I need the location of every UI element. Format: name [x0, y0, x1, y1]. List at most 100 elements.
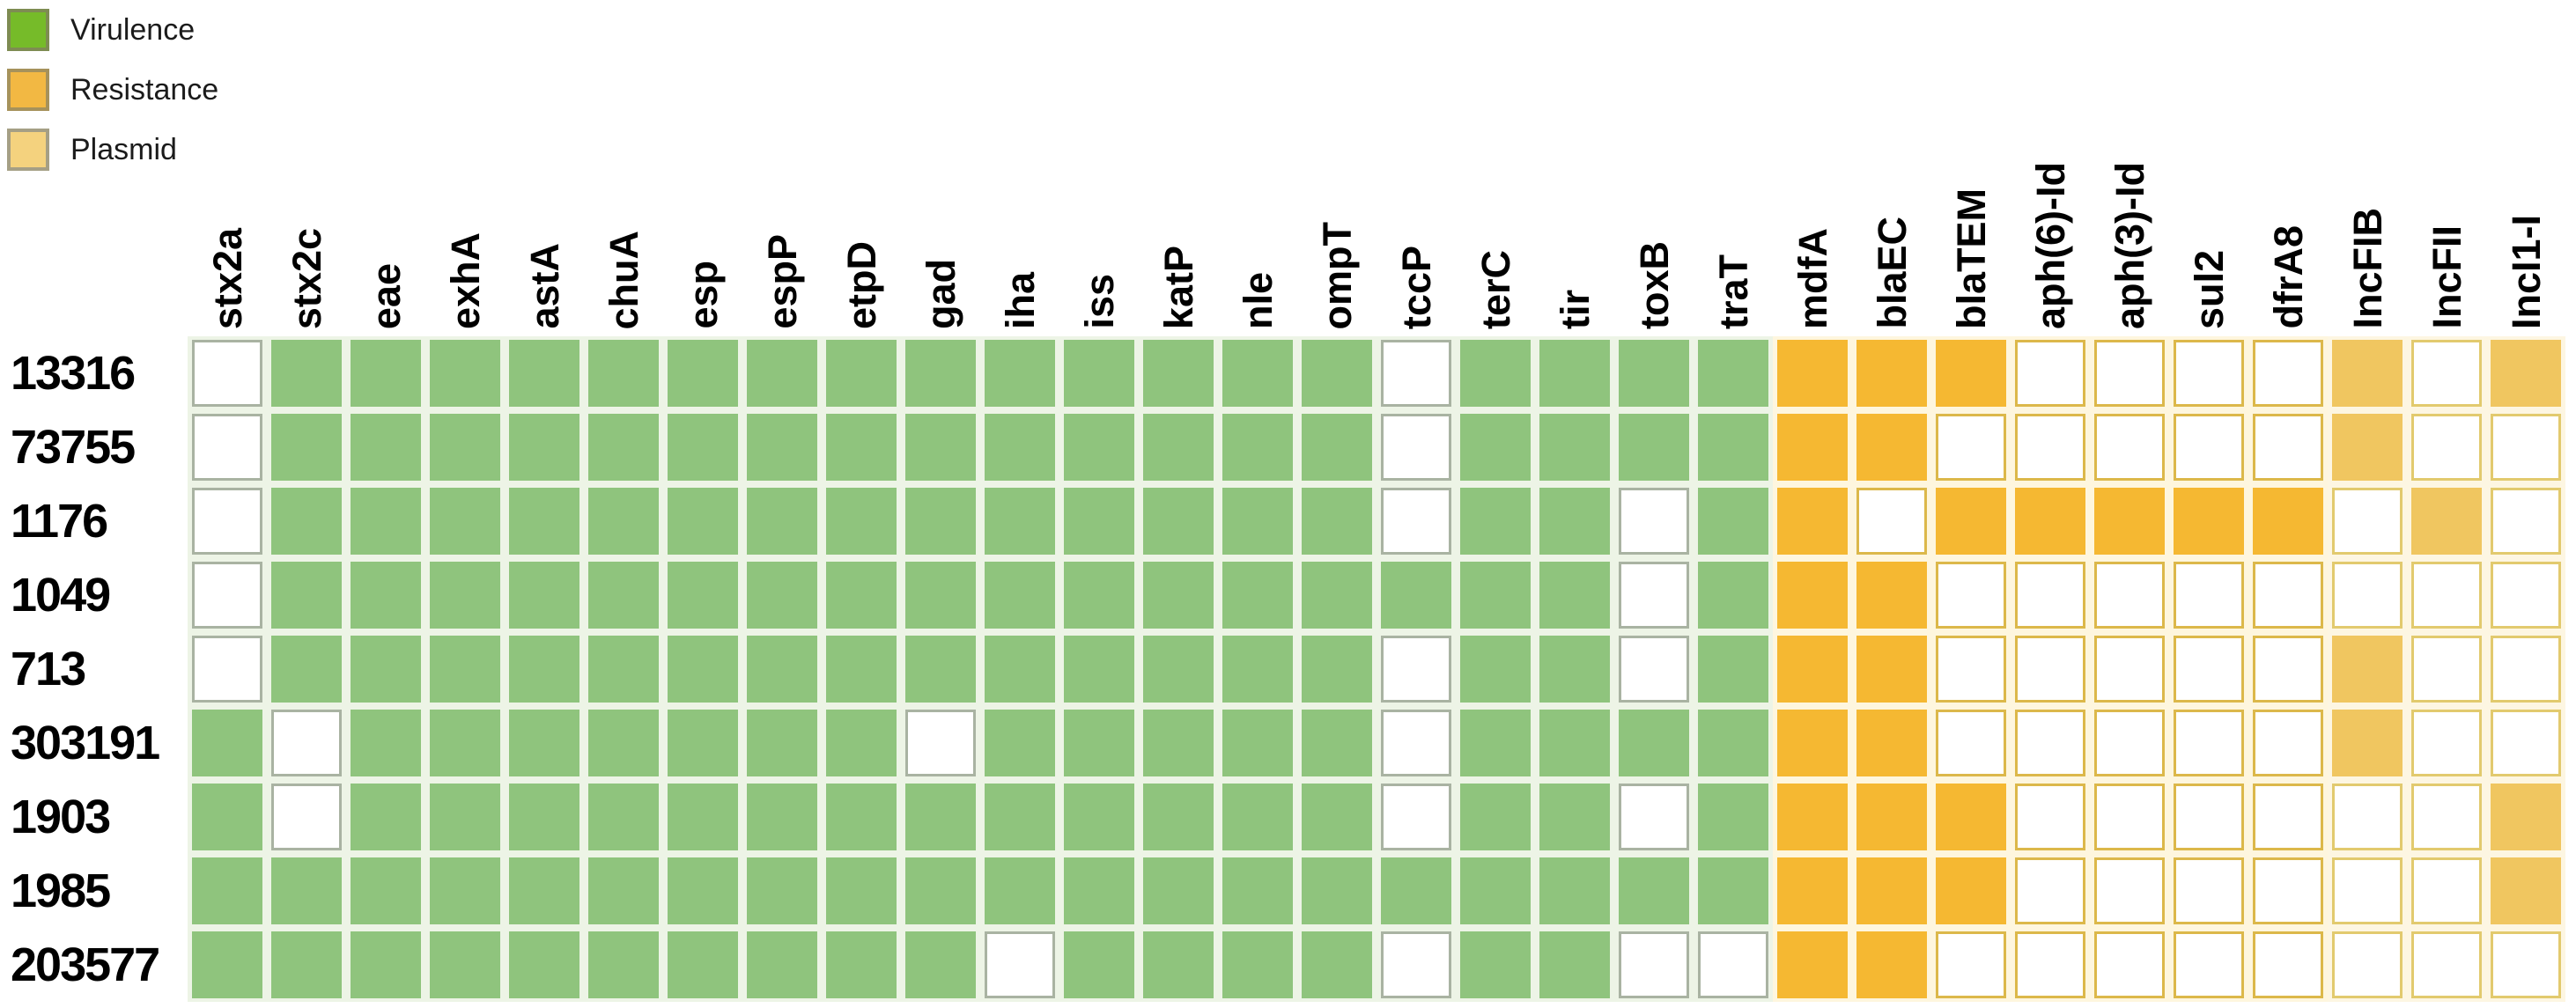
heatmap-cell-frame: [2486, 706, 2565, 780]
cell-203577-toxb: [1619, 931, 1689, 998]
cell-1903-sul2: [2174, 784, 2244, 850]
column-header-label: eae: [363, 262, 409, 329]
heatmap-cell-frame: [1694, 928, 1773, 1002]
heatmap-cell-frame: [1931, 928, 2011, 1002]
cell-713-blaec: [1856, 636, 1927, 703]
cell-73755-ompt: [1302, 414, 1372, 481]
heatmap-cell-frame: [742, 484, 822, 558]
cell-73755-sul2: [2174, 414, 2244, 481]
column-header-label: terC: [1473, 249, 1518, 329]
column-header-label: stx2a: [204, 227, 250, 329]
heatmap-cell-frame: [1614, 558, 1694, 632]
cell-713-inci1-i: [2491, 636, 2561, 703]
heatmap-cell-frame: [1614, 854, 1694, 928]
cell-1176-etpd: [826, 488, 897, 555]
heatmap-cell-frame: [267, 854, 346, 928]
cell-1176-dfra8: [2253, 488, 2323, 555]
cell-13316-aph-3-id: [2094, 340, 2165, 407]
cell-203577-dfra8: [2253, 931, 2323, 998]
heatmap-cell-frame: [2011, 632, 2090, 706]
cell-73755-chua: [588, 414, 659, 481]
cell-1903-tccp: [1381, 784, 1451, 850]
cell-13316-nle: [1222, 340, 1293, 407]
cell-73755-tir: [1539, 414, 1610, 481]
heatmap-cell-frame: [901, 484, 980, 558]
heatmap-cell-frame: [1139, 854, 1218, 928]
heatmap-cell-frame: [1139, 558, 1218, 632]
cell-1176-toxb: [1619, 488, 1689, 555]
column-header-inci1-i: IncI1-I: [2503, 214, 2549, 333]
heatmap-cell-frame: [1931, 558, 2011, 632]
heatmap-cell-frame: [1059, 706, 1139, 780]
cell-203577-blatem: [1936, 931, 2006, 998]
heatmap-cell-frame: [2169, 336, 2248, 410]
heatmap-cell-frame: [1297, 336, 1377, 410]
heatmap-cell-frame: [1535, 706, 1614, 780]
cell-13316-esp: [668, 340, 738, 407]
column-header-label: IncFII: [2424, 225, 2469, 329]
heatmap-cell-frame: [901, 928, 980, 1002]
column-header-aph-6-id: aph(6)-Id: [2028, 162, 2073, 333]
cell-1985-iss: [1064, 857, 1134, 924]
heatmap-cell-frame: [505, 484, 584, 558]
cell-303191-tccp: [1381, 710, 1451, 776]
column-header-label: exhA: [442, 232, 488, 329]
cell-713-aph-6-id: [2015, 636, 2085, 703]
column-header-blaec: blaEC: [1870, 217, 1915, 333]
cell-303191-mdfa: [1777, 710, 1848, 776]
heatmap-cell-frame: [505, 632, 584, 706]
heatmap-cell-frame: [1139, 780, 1218, 854]
heatmap-cell-frame: [584, 928, 663, 1002]
column-header-label: katP: [1155, 245, 1201, 329]
heatmap-cell-frame: [1218, 780, 1297, 854]
heatmap-cell-frame: [267, 336, 346, 410]
column-header-label: IncI1-I: [2503, 214, 2549, 329]
heatmap-cell-frame: [425, 706, 505, 780]
cell-73755-iss: [1064, 414, 1134, 481]
heatmap-cell-frame: [346, 632, 425, 706]
heatmap-cell-frame: [2090, 706, 2169, 780]
cell-1049-tir: [1539, 562, 1610, 629]
cell-1176-sul2: [2174, 488, 2244, 555]
cell-203577-ompt: [1302, 931, 1372, 998]
heatmap-cell-frame: [346, 780, 425, 854]
heatmap-cell-frame: [663, 484, 742, 558]
column-header-label: ompT: [1314, 221, 1360, 329]
heatmap-cell-frame: [425, 632, 505, 706]
heatmap-cell-frame: [346, 706, 425, 780]
cell-1049-mdfa: [1777, 562, 1848, 629]
cell-713-etpd: [826, 636, 897, 703]
cell-1176-blatem: [1936, 488, 2006, 555]
cell-1176-nle: [1222, 488, 1293, 555]
heatmap-cell-frame: [2090, 928, 2169, 1002]
cell-1049-chua: [588, 562, 659, 629]
heatmap-cell-frame: [980, 706, 1059, 780]
column-header-iss: iss: [1077, 274, 1122, 333]
heatmap-cell-frame: [663, 336, 742, 410]
cell-1049-nle: [1222, 562, 1293, 629]
cell-73755-stx2c: [271, 414, 342, 481]
heatmap-cell-frame: [2248, 558, 2328, 632]
cell-13316-asta: [509, 340, 579, 407]
heatmap-cell-frame: [505, 706, 584, 780]
heatmap-cell-frame: [2407, 484, 2486, 558]
heatmap-cell-frame: [1059, 410, 1139, 484]
cell-203577-iha: [985, 931, 1055, 998]
cell-1049-espp: [747, 562, 817, 629]
cell-13316-chua: [588, 340, 659, 407]
heatmap-cell-frame: [267, 928, 346, 1002]
cell-1903-exha: [430, 784, 500, 850]
heatmap-cell-frame: [2169, 928, 2248, 1002]
cell-73755-trat: [1698, 414, 1768, 481]
cell-1985-asta: [509, 857, 579, 924]
column-header-esp: esp: [681, 261, 726, 333]
cell-303191-ompt: [1302, 710, 1372, 776]
heatmap-cell-frame: [1931, 336, 2011, 410]
cell-1176-iha: [985, 488, 1055, 555]
heatmap-cell-frame: [742, 854, 822, 928]
heatmap-cell-frame: [505, 558, 584, 632]
cell-1176-esp: [668, 488, 738, 555]
column-header-sul2: sul2: [2187, 250, 2232, 333]
heatmap-cell-frame: [1535, 854, 1614, 928]
cell-1985-katp: [1143, 857, 1214, 924]
